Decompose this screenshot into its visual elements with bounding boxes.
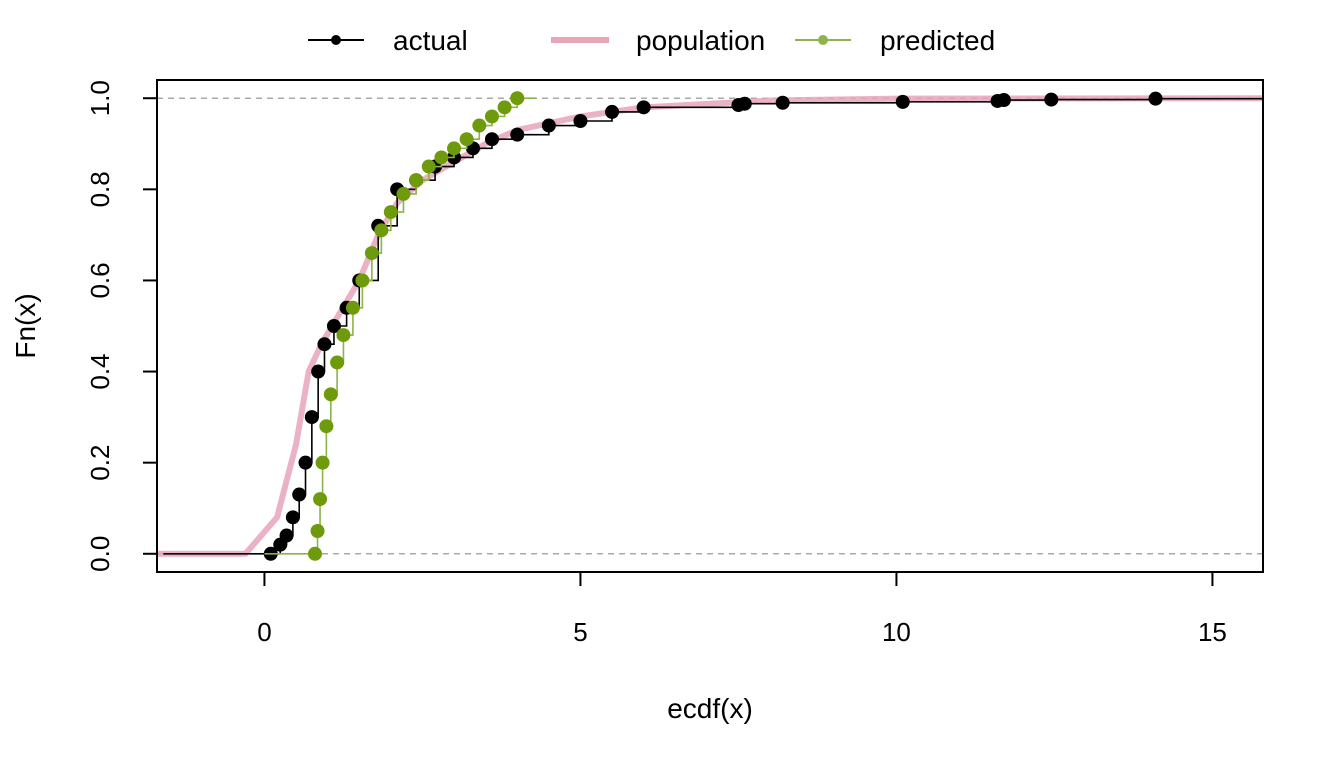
point-actual-9 [326,319,341,333]
point-predicted-21 [497,100,512,115]
x-tick-label-1: 5 [573,617,587,647]
y-axis-title: Fn(x) [10,293,41,358]
point-actual-5 [298,455,313,470]
point-predicted-18 [459,132,474,147]
legend-entry-predicted: predicted [795,25,995,56]
point-predicted-13 [396,186,411,201]
y-tick-label-5: 1.0 [85,80,115,116]
x-axis-title: ecdf(x) [667,693,753,724]
point-predicted-5 [323,387,338,402]
point-actual-22 [605,104,620,119]
point-predicted-19 [472,118,487,133]
point-actual-6 [304,410,319,425]
point-actual-4 [292,487,307,502]
legend-entry-actual: actual [308,25,468,56]
point-predicted-4 [319,419,334,434]
y-tick-label-2: 0.4 [85,353,115,389]
point-actual-26 [775,95,790,110]
point-predicted-9 [355,273,370,288]
y-axis: 0.0 0.2 0.4 0.6 0.8 1.0 [85,80,158,572]
point-predicted-7 [336,328,351,343]
point-predicted-0 [308,546,322,561]
point-predicted-11 [374,223,389,238]
point-predicted-1 [310,524,325,538]
reference-lines [157,97,1263,555]
point-actual-27 [895,94,910,109]
x-tick-label-3: 15 [1198,617,1227,647]
x-tick-label-2: 10 [882,617,911,647]
x-tick-label-0: 0 [257,617,271,647]
point-actual-30 [1044,92,1059,107]
point-actual-23 [636,100,651,115]
point-predicted-3 [315,455,330,470]
point-predicted-15 [421,159,436,174]
series-layer [157,91,1264,561]
y-tick-label-1: 0.2 [85,445,115,481]
y-tick-label-0: 0.0 [85,536,115,572]
point-predicted-8 [345,300,360,315]
legend-marker-actual [331,35,341,45]
legend-label-predicted: predicted [880,25,995,56]
point-actual-19 [510,127,525,142]
point-predicted-2 [313,492,328,507]
point-predicted-14 [409,173,424,188]
y-tick-label-4: 0.8 [85,171,115,207]
series-line-actual [163,97,1263,555]
point-actual-18 [484,132,499,147]
legend-marker-predicted [818,35,828,45]
point-predicted-10 [364,246,379,261]
x-axis: 0 5 10 15 [257,571,1227,647]
point-predicted-17 [447,141,462,156]
point-actual-25 [737,96,752,111]
point-actual-3 [285,510,300,525]
point-actual-31 [1148,91,1163,106]
point-predicted-16 [434,150,449,165]
point-predicted-20 [484,109,499,124]
legend: actual population predicted [308,25,995,56]
y-tick-label-3: 0.6 [85,262,115,298]
legend-label-population: population [636,25,765,56]
point-actual-8 [317,337,332,352]
point-predicted-22 [510,91,525,106]
point-predicted-12 [383,205,398,220]
legend-entry-population: population [551,25,765,56]
point-actual-20 [541,118,556,133]
point-actual-7 [311,364,326,379]
point-actual-29 [996,93,1011,108]
point-predicted-6 [330,355,345,370]
point-actual-2 [279,528,294,543]
legend-label-actual: actual [393,25,468,56]
point-actual-21 [573,114,588,128]
